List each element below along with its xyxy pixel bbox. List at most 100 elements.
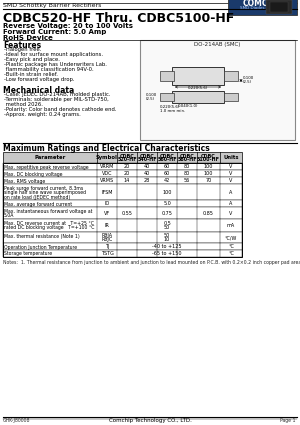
Bar (3, 177, 242, 184)
Text: SMD Schottky Barrier Rectifiers: SMD Schottky Barrier Rectifiers (3, 3, 101, 8)
Bar (3, 232, 242, 243)
Text: Symbol: Symbol (96, 155, 118, 160)
Text: 0.55: 0.55 (122, 210, 132, 215)
Text: 42: 42 (164, 178, 170, 183)
Text: CDBC: CDBC (140, 153, 154, 159)
Text: Max. DC blocking voltage: Max. DC blocking voltage (4, 172, 62, 176)
Text: 10: 10 (164, 237, 170, 242)
Text: CDBC: CDBC (201, 153, 216, 159)
Text: 40: 40 (144, 171, 150, 176)
Bar (3, 219, 242, 232)
Text: VF: VF (104, 210, 110, 215)
Text: 0.220(5.6): 0.220(5.6) (160, 105, 180, 109)
Text: RθJC: RθJC (101, 237, 112, 242)
Text: IR: IR (105, 223, 110, 228)
Text: SMD Diodes Specialist: SMD Diodes Specialist (240, 6, 285, 10)
Text: 520-HF: 520-HF (117, 157, 137, 162)
Bar (172, 67, 224, 85)
Text: 20: 20 (124, 164, 130, 169)
Text: 0.75: 0.75 (162, 210, 172, 215)
Text: VDC: VDC (102, 171, 112, 176)
Text: 100: 100 (162, 190, 172, 195)
Bar (224, 71, 238, 81)
Bar (172, 91, 224, 103)
Bar (3, 163, 242, 257)
Text: Comchip Technology CO., LTD.: Comchip Technology CO., LTD. (109, 418, 191, 423)
Text: COMCHIP: COMCHIP (242, 0, 283, 8)
Text: 14: 14 (124, 178, 130, 183)
Text: °C: °C (228, 244, 234, 249)
Text: CDBC: CDBC (120, 153, 134, 159)
Text: -Polarity: Color band denotes cathode end.: -Polarity: Color band denotes cathode en… (4, 107, 116, 112)
Text: Max. RMS voltage: Max. RMS voltage (4, 178, 45, 184)
Text: -Easy pick and place.: -Easy pick and place. (4, 57, 60, 62)
Text: 560-HF: 560-HF (157, 157, 177, 162)
Text: 60: 60 (164, 164, 170, 169)
Bar (3, 184, 242, 200)
Text: single half sine wave superimposed: single half sine wave superimposed (4, 190, 86, 195)
Text: VRRM: VRRM (100, 164, 114, 169)
Text: RθJA: RθJA (101, 233, 112, 238)
Text: 60: 60 (164, 171, 170, 176)
Text: 50: 50 (164, 233, 170, 238)
Text: IO: IO (104, 201, 110, 206)
Text: 0.100
(2.5): 0.100 (2.5) (146, 93, 157, 101)
Text: 5.0: 5.0 (163, 201, 171, 206)
Text: Page 1: Page 1 (280, 418, 295, 423)
Bar (3, 250, 242, 257)
Text: CDBC: CDBC (160, 153, 174, 159)
Text: Notes:  1. Thermal resistance from junction to ambient and junction to lead moun: Notes: 1. Thermal resistance from juncti… (3, 260, 300, 265)
Text: 80: 80 (184, 171, 190, 176)
Text: TJ: TJ (105, 244, 109, 249)
Text: 0.5: 0.5 (163, 221, 171, 226)
Text: Max. instantaneous forward voltage at: Max. instantaneous forward voltage at (4, 209, 92, 213)
Text: -65 to +150: -65 to +150 (152, 251, 182, 256)
Text: -Halogen free.: -Halogen free. (4, 47, 41, 52)
Text: 540-HF: 540-HF (137, 157, 157, 162)
Text: CDBC520-HF Thru. CDBC5100-HF: CDBC520-HF Thru. CDBC5100-HF (3, 12, 234, 25)
Text: Features: Features (3, 41, 41, 50)
Bar (160, 93, 174, 101)
Text: V: V (229, 178, 233, 183)
Text: 0.040(1.0): 0.040(1.0) (178, 104, 198, 108)
Text: Max. average forward current: Max. average forward current (4, 201, 72, 207)
Text: VRMS: VRMS (100, 178, 114, 183)
Bar (160, 71, 174, 81)
Bar (3, 163, 242, 170)
Bar (3, 243, 242, 250)
Text: 1.0 mm min.: 1.0 mm min. (160, 109, 185, 113)
Text: 0.85: 0.85 (203, 210, 214, 215)
Text: Maximum Ratings and Electrical Characteristics: Maximum Ratings and Electrical Character… (3, 144, 210, 153)
Text: TSTG: TSTG (100, 251, 113, 256)
Text: Mechanical data: Mechanical data (3, 86, 74, 95)
Text: 100: 100 (204, 171, 213, 176)
Text: 580-HF: 580-HF (177, 157, 197, 162)
Bar (266, 0, 292, 14)
Text: 0.220(5.6): 0.220(5.6) (188, 86, 208, 90)
Text: 28: 28 (144, 178, 150, 183)
Text: 56: 56 (184, 178, 190, 183)
Text: 70: 70 (206, 178, 212, 183)
Text: -Approx. weight: 0.24 grams.: -Approx. weight: 0.24 grams. (4, 112, 81, 117)
Text: -Low forward voltage drop.: -Low forward voltage drop. (4, 77, 74, 82)
Text: Reverse Voltage: 20 to 100 Volts: Reverse Voltage: 20 to 100 Volts (3, 23, 133, 29)
Text: DO-214AB (SMC): DO-214AB (SMC) (194, 42, 241, 47)
Text: on rate load (JEDEC method): on rate load (JEDEC method) (4, 195, 70, 199)
Text: rated DC blocking voltage   T=+100 °C: rated DC blocking voltage T=+100 °C (4, 225, 94, 230)
Text: Max. thermal resistance (Note 1): Max. thermal resistance (Note 1) (4, 233, 80, 238)
Text: °C: °C (228, 251, 234, 256)
Text: 5100-HF: 5100-HF (197, 157, 220, 162)
Text: V: V (229, 164, 233, 169)
Text: -Built-in strain relief.: -Built-in strain relief. (4, 72, 58, 77)
Bar (228, 0, 297, 15)
Text: 80: 80 (184, 164, 190, 169)
Text: Parameter: Parameter (34, 155, 66, 160)
Text: mA: mA (227, 223, 235, 228)
Text: flammability classification 94V-0.: flammability classification 94V-0. (4, 67, 94, 72)
Text: method 2026.: method 2026. (4, 102, 43, 107)
Text: Peak surge forward current, 8.3ms: Peak surge forward current, 8.3ms (4, 185, 83, 190)
Text: Operation Junction Temperature: Operation Junction Temperature (4, 244, 77, 249)
Bar (270, 2, 288, 12)
Bar (140, 40, 295, 140)
Text: -Case: JEDEC DO-214AB, molded plastic.: -Case: JEDEC DO-214AB, molded plastic. (4, 92, 110, 97)
